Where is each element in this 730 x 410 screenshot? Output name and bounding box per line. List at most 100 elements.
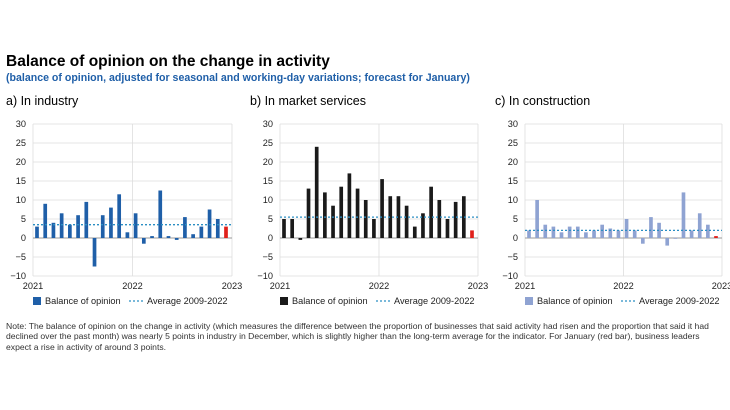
data-bar bbox=[215, 219, 220, 238]
data-bar bbox=[76, 215, 80, 238]
y-tick-label: 0 bbox=[513, 233, 518, 243]
y-tick-label: −5 bbox=[508, 252, 518, 262]
x-tick-label: 2023 bbox=[468, 281, 488, 291]
data-bar bbox=[421, 213, 425, 238]
data-bar bbox=[166, 236, 171, 238]
data-bar bbox=[673, 238, 678, 239]
y-tick-label: −10 bbox=[502, 271, 518, 281]
y-tick-label: 10 bbox=[16, 195, 26, 205]
data-bar bbox=[43, 203, 48, 238]
data-bar bbox=[109, 207, 113, 238]
x-tick-label: 2021 bbox=[270, 281, 290, 291]
y-tick-label: 10 bbox=[508, 195, 518, 205]
data-bar bbox=[84, 201, 89, 238]
chart-subtitle: (balance of opinion, adjusted for season… bbox=[6, 72, 470, 84]
data-bar bbox=[68, 224, 72, 238]
chart-note: Note: The balance of opinion on the chan… bbox=[6, 321, 709, 352]
y-tick-label: 5 bbox=[513, 214, 518, 224]
data-bar bbox=[207, 209, 212, 238]
data-bar bbox=[306, 188, 311, 238]
data-bar bbox=[632, 230, 637, 238]
data-bar bbox=[92, 238, 97, 267]
data-bar bbox=[396, 196, 401, 238]
data-bar bbox=[567, 226, 572, 238]
x-tick-label: 2023 bbox=[222, 281, 242, 291]
y-tick-label: 5 bbox=[21, 214, 26, 224]
data-bar bbox=[355, 188, 360, 238]
data-bar bbox=[437, 200, 442, 238]
data-bar bbox=[290, 219, 295, 238]
x-tick-label: 2022 bbox=[369, 281, 389, 291]
y-tick-label: 30 bbox=[508, 119, 518, 129]
data-bar bbox=[559, 232, 564, 238]
data-bar bbox=[453, 201, 458, 238]
data-bar bbox=[445, 219, 450, 238]
data-bar bbox=[404, 205, 409, 238]
data-bar bbox=[388, 196, 393, 238]
data-bar bbox=[527, 230, 531, 238]
data-bar bbox=[380, 179, 384, 238]
data-bar bbox=[608, 228, 613, 238]
data-bar bbox=[298, 238, 303, 240]
data-bar bbox=[158, 190, 163, 238]
data-bar bbox=[600, 224, 605, 238]
y-tick-label: 10 bbox=[263, 195, 273, 205]
data-bar bbox=[339, 186, 344, 238]
legend-bar-label: Balance of opinion bbox=[537, 296, 613, 306]
legend-bar-label: Balance of opinion bbox=[45, 296, 121, 306]
data-bar bbox=[183, 217, 187, 238]
data-bar bbox=[697, 213, 702, 238]
data-bar bbox=[133, 213, 138, 238]
y-tick-label: 15 bbox=[508, 176, 518, 186]
data-bar bbox=[657, 222, 661, 238]
y-tick-label: 20 bbox=[263, 157, 273, 167]
data-bar bbox=[543, 224, 548, 238]
charts-area: −10 −5 0 5 10 15 20 25 30 2021 2022 2023 Balance of … bbox=[10, 119, 730, 306]
y-tick-label: −10 bbox=[257, 271, 273, 281]
data-bar bbox=[575, 226, 580, 238]
data-bar bbox=[429, 186, 433, 238]
y-tick-label: 25 bbox=[508, 138, 518, 148]
forecast-bar bbox=[714, 236, 718, 238]
y-tick-label: 25 bbox=[16, 138, 26, 148]
forecast-bar bbox=[224, 226, 228, 238]
data-bar bbox=[592, 230, 596, 238]
legend-bar-swatch bbox=[33, 297, 41, 305]
data-bar bbox=[331, 205, 335, 238]
legend-bar-swatch bbox=[525, 297, 533, 305]
panel-title-industry: a) In industry bbox=[6, 94, 79, 108]
data-bar bbox=[461, 196, 466, 238]
y-tick-label: −5 bbox=[16, 252, 26, 262]
data-bar bbox=[174, 238, 179, 240]
data-bar bbox=[282, 219, 286, 238]
y-tick-label: 25 bbox=[263, 138, 273, 148]
legend-avg-label: Average 2009-2022 bbox=[147, 296, 228, 306]
panel-title-construction: c) In construction bbox=[495, 94, 591, 108]
data-bar bbox=[141, 238, 146, 244]
data-bar bbox=[665, 238, 670, 246]
y-tick-label: −10 bbox=[10, 271, 26, 281]
data-bar bbox=[706, 224, 710, 238]
y-tick-label: 0 bbox=[268, 233, 273, 243]
data-bar bbox=[347, 173, 352, 238]
x-tick-label: 2022 bbox=[122, 281, 142, 291]
data-bar bbox=[551, 226, 556, 238]
data-bar bbox=[535, 200, 539, 238]
x-tick-label: 2023 bbox=[712, 281, 730, 291]
x-tick-label: 2021 bbox=[515, 281, 535, 291]
data-bar bbox=[624, 219, 629, 238]
data-bar bbox=[640, 238, 645, 244]
legend-bar-label: Balance of opinion bbox=[292, 296, 368, 306]
data-bar bbox=[372, 219, 376, 238]
x-tick-label: 2021 bbox=[23, 281, 43, 291]
panel-title-market-services: b) In market services bbox=[250, 94, 367, 108]
data-bar bbox=[681, 192, 686, 238]
x-tick-label: 2022 bbox=[613, 281, 633, 291]
y-tick-label: 15 bbox=[263, 176, 273, 186]
y-tick-label: 15 bbox=[16, 176, 26, 186]
data-bar bbox=[689, 230, 694, 238]
data-bar bbox=[59, 213, 64, 238]
y-tick-label: 5 bbox=[268, 214, 273, 224]
data-bar bbox=[191, 234, 195, 238]
legend-avg-label: Average 2009-2022 bbox=[639, 296, 720, 306]
